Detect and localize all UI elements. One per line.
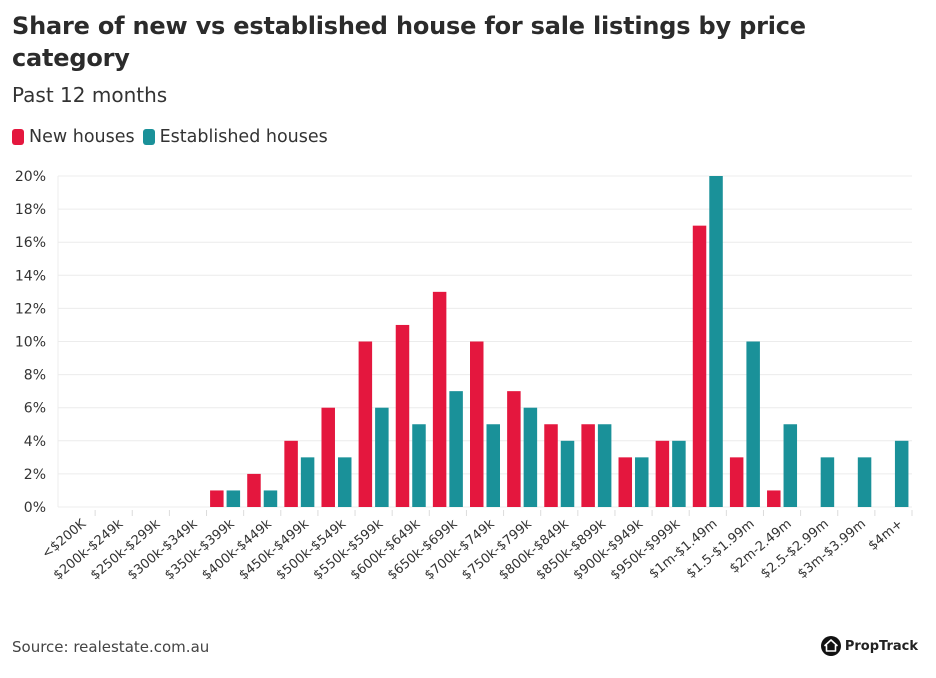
bar-new-houses bbox=[321, 407, 335, 507]
legend: New houses Established houses bbox=[12, 127, 336, 147]
legend-swatch-established-houses bbox=[142, 129, 155, 145]
source-note: Source: realestate.com.au bbox=[12, 638, 210, 656]
y-tick-label: 12% bbox=[15, 301, 46, 317]
bar-established-houses bbox=[337, 457, 352, 507]
bar-new-houses bbox=[210, 490, 224, 507]
bar-new-houses bbox=[507, 391, 521, 507]
bar-established-houses bbox=[560, 440, 575, 507]
y-tick-label: 4% bbox=[24, 434, 46, 450]
legend-label-new-houses: New houses bbox=[29, 127, 135, 147]
bar-established-houses bbox=[597, 424, 612, 507]
bar-new-houses bbox=[729, 457, 744, 507]
bar-new-houses bbox=[581, 424, 595, 507]
y-tick-label: 6% bbox=[24, 401, 46, 417]
bar-established-houses bbox=[226, 490, 241, 507]
bar-new-houses bbox=[544, 424, 558, 507]
brand-name: PropTrack bbox=[844, 638, 918, 654]
bar-established-houses bbox=[263, 490, 278, 507]
y-tick-label: 0% bbox=[24, 500, 46, 516]
y-tick-label: 18% bbox=[15, 202, 46, 218]
bar-established-houses bbox=[375, 407, 389, 507]
bar-established-houses bbox=[894, 440, 909, 507]
bar-established-houses bbox=[523, 407, 538, 507]
bar-established-houses bbox=[709, 176, 723, 507]
bar-established-houses bbox=[746, 341, 760, 507]
bar-new-houses bbox=[284, 440, 298, 507]
bar-new-houses bbox=[247, 473, 261, 507]
bar-established-houses bbox=[783, 424, 798, 507]
bar-new-houses bbox=[767, 490, 781, 507]
y-tick-label: 20% bbox=[15, 169, 46, 185]
bar-established-houses bbox=[635, 457, 649, 507]
legend-label-established-houses: Established houses bbox=[159, 127, 328, 147]
y-tick-label: 16% bbox=[15, 235, 46, 251]
bar-established-houses bbox=[486, 424, 500, 507]
bar-established-houses bbox=[672, 440, 686, 507]
bar-new-houses bbox=[395, 324, 410, 507]
bar-new-houses bbox=[618, 457, 633, 507]
bar-established-houses bbox=[820, 457, 835, 507]
y-tick-label: 14% bbox=[15, 268, 46, 284]
y-tick-label: 8% bbox=[24, 368, 46, 384]
chart-title: Share of new vs established house for sa… bbox=[12, 12, 806, 72]
bar-established-houses bbox=[300, 457, 315, 507]
bar-new-houses bbox=[432, 291, 447, 507]
bar-new-houses bbox=[470, 341, 484, 507]
bar-new-houses bbox=[655, 440, 670, 507]
y-tick-label: 10% bbox=[15, 335, 46, 351]
proptrack-logo: PropTrack bbox=[820, 636, 918, 656]
legend-swatch-new-houses bbox=[12, 129, 24, 145]
bar-new-houses bbox=[692, 225, 707, 507]
bar-established-houses bbox=[449, 391, 463, 507]
legend-item-established-houses: Established houses bbox=[142, 127, 328, 147]
y-tick-label: 2% bbox=[24, 467, 46, 483]
bar-established-houses bbox=[412, 424, 426, 507]
house-icon bbox=[820, 636, 841, 656]
bar-new-houses bbox=[358, 341, 373, 507]
bar-established-houses bbox=[857, 457, 872, 507]
legend-item-new-houses: New houses bbox=[12, 127, 135, 147]
chart-subtitle: Past 12 months bbox=[12, 83, 168, 107]
x-tick-label: $4m+ bbox=[866, 517, 906, 554]
